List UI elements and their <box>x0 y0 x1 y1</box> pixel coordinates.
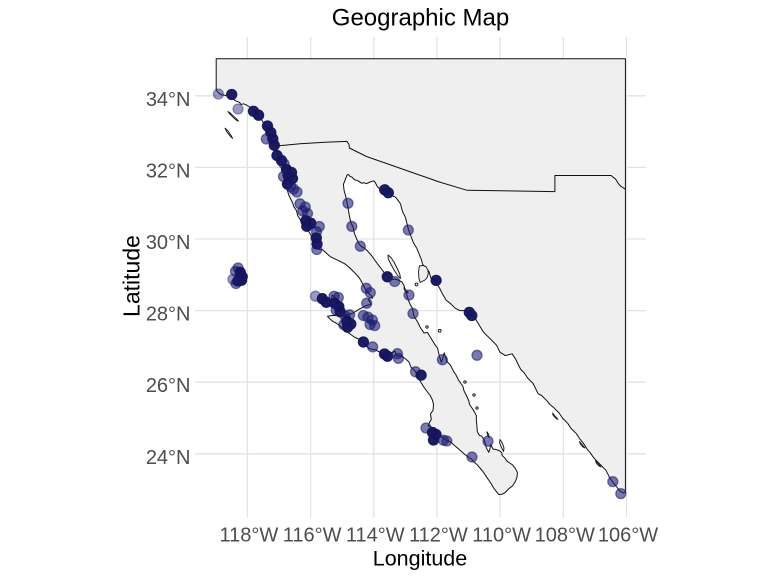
svg-text:Latitude: Latitude <box>119 235 145 317</box>
svg-text:30°N: 30°N <box>146 232 191 254</box>
svg-text:24°N: 24°N <box>146 447 191 469</box>
svg-text:26°N: 26°N <box>146 375 191 397</box>
svg-text:34°N: 34°N <box>146 89 191 111</box>
svg-text:108°W: 108°W <box>535 525 595 547</box>
svg-text:114°W: 114°W <box>346 525 405 547</box>
svg-text:116°W: 116°W <box>283 525 342 547</box>
svg-text:28°N: 28°N <box>146 304 191 326</box>
svg-text:118°W: 118°W <box>220 525 279 547</box>
svg-text:110°W: 110°W <box>472 525 531 547</box>
svg-text:Geographic Map: Geographic Map <box>332 5 509 32</box>
svg-text:32°N: 32°N <box>146 160 191 182</box>
svg-text:106°W: 106°W <box>598 525 658 547</box>
svg-text:Longitude: Longitude <box>373 547 467 571</box>
svg-text:112°W: 112°W <box>409 525 468 547</box>
